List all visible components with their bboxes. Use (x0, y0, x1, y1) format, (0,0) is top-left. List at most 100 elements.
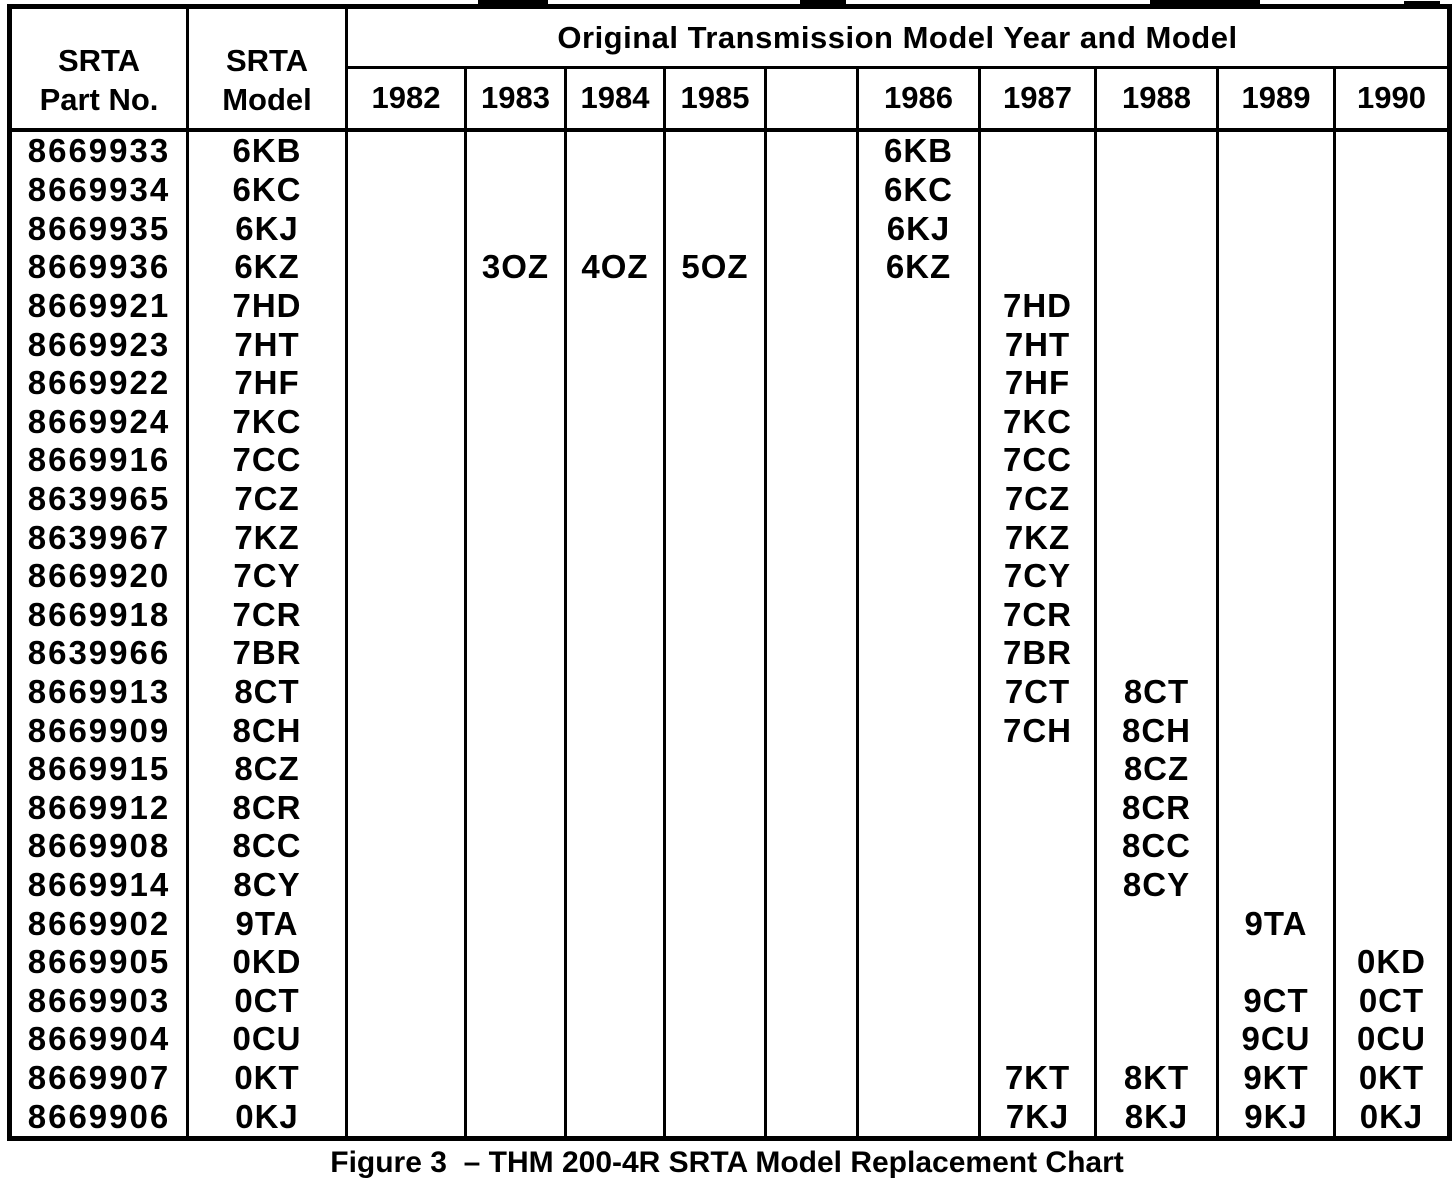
cell-empty (345, 633, 467, 673)
cell-empty (1333, 710, 1451, 750)
cell-empty (856, 903, 981, 943)
cell-empty (663, 980, 767, 1020)
cell-srta-model: 8CY (186, 865, 348, 904)
cell-srta-model: 6KC (186, 170, 348, 210)
cell-empty (345, 749, 467, 788)
cell-empty (464, 402, 567, 441)
cell-empty (1216, 826, 1336, 866)
cell-empty (978, 787, 1097, 827)
cell-empty (1094, 556, 1219, 595)
cell-empty (464, 440, 567, 480)
cell-srta-model: 0CU (186, 1019, 348, 1059)
year-header-1983: 1983 (464, 67, 567, 132)
cell-empty (764, 1096, 859, 1139)
cell-srta-model: 8CT (186, 672, 348, 711)
cell-empty (564, 324, 666, 364)
table-row: 8669905 0KD 0KD (8, 942, 1451, 981)
cell-empty (1333, 517, 1451, 557)
cell-year-value: 9KT (1216, 1058, 1336, 1097)
scan-artifact (478, 0, 548, 4)
cell-year-value: 4OZ (564, 247, 666, 287)
cell-empty (1216, 129, 1336, 171)
year-header-1982: 1982 (345, 67, 467, 132)
cell-empty (856, 942, 981, 981)
cell-empty (1333, 826, 1451, 866)
cell-empty (1094, 209, 1219, 248)
cell-year-value: 7HD (978, 286, 1097, 325)
cell-empty (345, 286, 467, 325)
cell-year-value: 9CT (1216, 980, 1336, 1020)
cell-empty (856, 402, 981, 441)
cell-empty (564, 402, 666, 441)
table-row: 8669916 7CC 7CC (8, 440, 1451, 480)
cell-empty (1216, 363, 1336, 402)
cell-empty (1216, 865, 1336, 904)
cell-year-value: 7CR (978, 594, 1097, 634)
cell-year-value: 7KT (978, 1058, 1097, 1097)
cell-part-no: 8639965 (8, 479, 189, 518)
cell-srta-model: 7CR (186, 594, 348, 634)
cell-part-no: 8669923 (8, 324, 189, 364)
cell-empty (856, 556, 981, 595)
cell-empty (345, 556, 467, 595)
cell-empty (764, 865, 859, 904)
header-srta-model: SRTA Model (186, 6, 348, 132)
cell-empty (345, 209, 467, 248)
cell-srta-model: 8CC (186, 826, 348, 866)
cell-empty (663, 903, 767, 943)
cell-empty (345, 787, 467, 827)
cell-year-value: 0CU (1333, 1019, 1451, 1059)
cell-empty (1333, 903, 1451, 943)
cell-empty (564, 517, 666, 557)
cell-empty (1094, 324, 1219, 364)
cell-year-value: 5OZ (663, 247, 767, 287)
cell-empty (663, 324, 767, 364)
cell-empty (464, 1096, 567, 1139)
cell-empty (764, 1058, 859, 1097)
table-row: 8669933 6KB 6KB (8, 129, 1451, 171)
table-row: 8669915 8CZ 8CZ (8, 749, 1451, 788)
cell-srta-model: 0KT (186, 1058, 348, 1097)
cell-empty (663, 942, 767, 981)
cell-empty (1333, 286, 1451, 325)
cell-year-value: 0CT (1333, 980, 1451, 1020)
cell-empty (564, 865, 666, 904)
cell-part-no: 8669933 (8, 129, 189, 171)
table-row: 8669904 0CU 9CU 0CU (8, 1019, 1451, 1059)
cell-srta-model: 0KD (186, 942, 348, 981)
cell-empty (464, 363, 567, 402)
cell-empty (1216, 209, 1336, 248)
cell-part-no: 8669904 (8, 1019, 189, 1059)
cell-empty (1333, 402, 1451, 441)
cell-empty (464, 556, 567, 595)
year-header-1984: 1984 (564, 67, 666, 132)
cell-empty (856, 517, 981, 557)
cell-srta-model: 7HF (186, 363, 348, 402)
cell-part-no: 8669935 (8, 209, 189, 248)
cell-empty (1094, 479, 1219, 518)
cell-year-value: 0KJ (1333, 1096, 1451, 1139)
cell-year-value: 8KJ (1094, 1096, 1219, 1139)
cell-empty (345, 402, 467, 441)
cell-empty (1333, 749, 1451, 788)
cell-part-no: 8669934 (8, 170, 189, 210)
table-row: 8669921 7HD 7HD (8, 286, 1451, 325)
cell-empty (1094, 363, 1219, 402)
cell-empty (978, 129, 1097, 171)
cell-empty (1216, 749, 1336, 788)
cell-empty (764, 129, 859, 171)
cell-year-value: 7CC (978, 440, 1097, 480)
cell-empty (1094, 402, 1219, 441)
cell-empty (345, 826, 467, 866)
cell-empty (764, 324, 859, 364)
cell-empty (1333, 672, 1451, 711)
cell-part-no: 8669909 (8, 710, 189, 750)
table-row: 8669935 6KJ 6KJ (8, 209, 1451, 248)
cell-part-no: 8669912 (8, 787, 189, 827)
cell-empty (663, 129, 767, 171)
cell-empty (464, 710, 567, 750)
cell-part-no: 8639966 (8, 633, 189, 673)
cell-empty (345, 440, 467, 480)
cell-empty (1216, 286, 1336, 325)
table-row: 8639965 7CZ 7CZ (8, 479, 1451, 518)
